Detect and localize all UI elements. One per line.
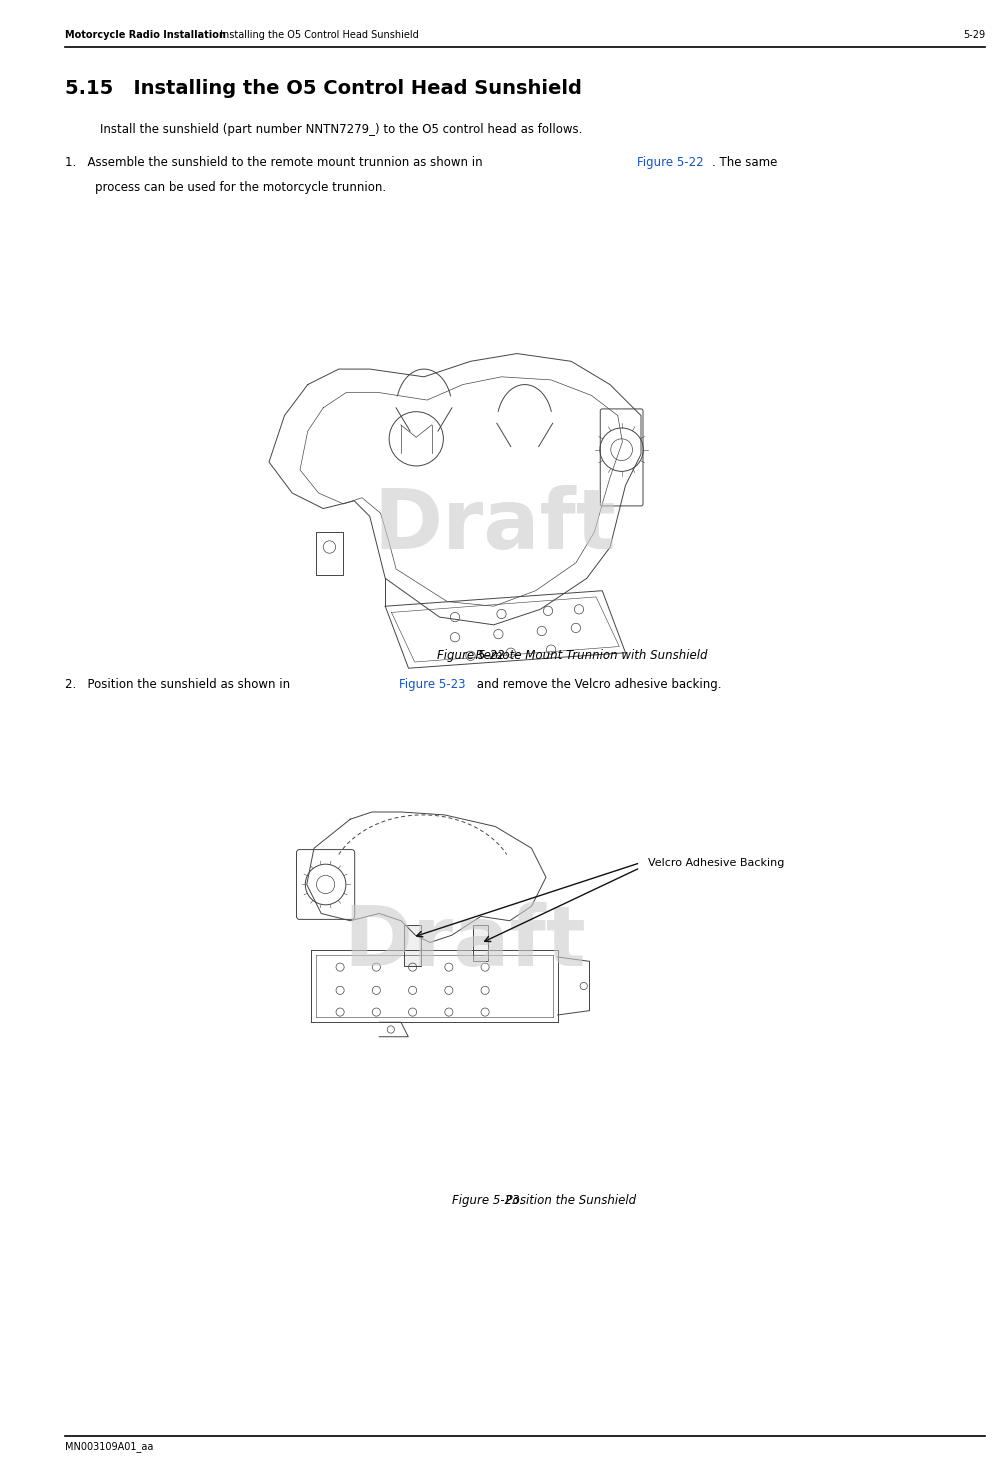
Text: Motorcycle Radio Installation: Motorcycle Radio Installation — [65, 31, 226, 40]
Text: MN003109A01_aa: MN003109A01_aa — [65, 1441, 154, 1452]
Text: Installing the O5 Control Head Sunshield: Installing the O5 Control Head Sunshield — [217, 31, 419, 40]
Bar — [404, 925, 421, 966]
Text: process can be used for the motorcycle trunnion.: process can be used for the motorcycle t… — [65, 181, 386, 193]
Text: Remote Mount Trunnion with Sunshield: Remote Mount Trunnion with Sunshield — [467, 650, 708, 661]
Text: Draft: Draft — [344, 903, 586, 984]
Text: Velcro Adhesive Backing: Velcro Adhesive Backing — [648, 857, 785, 868]
Text: . The same: . The same — [712, 156, 778, 168]
Text: 2.   Position the sunshield as shown in: 2. Position the sunshield as shown in — [65, 679, 293, 691]
Text: 5.15   Installing the O5 Control Head Sunshield: 5.15 Installing the O5 Control Head Suns… — [65, 80, 582, 97]
Bar — [473, 925, 488, 962]
Text: Figure 5-22.: Figure 5-22. — [437, 650, 509, 661]
Text: 1.   Assemble the sunshield to the remote mount trunnion as shown in: 1. Assemble the sunshield to the remote … — [65, 156, 486, 168]
Text: Position the Sunshield: Position the Sunshield — [498, 1195, 636, 1206]
Text: Install the sunshield (part number NNTN7279_) to the O5 control head as follows.: Install the sunshield (part number NNTN7… — [100, 124, 582, 136]
Text: Figure 5-23.: Figure 5-23. — [452, 1195, 524, 1206]
Text: 5-29: 5-29 — [963, 31, 985, 40]
Text: and remove the Velcro adhesive backing.: and remove the Velcro adhesive backing. — [473, 679, 722, 691]
Text: Draft: Draft — [374, 485, 616, 566]
Text: Figure 5-23: Figure 5-23 — [399, 679, 465, 691]
Text: Figure 5-22: Figure 5-22 — [637, 156, 703, 168]
